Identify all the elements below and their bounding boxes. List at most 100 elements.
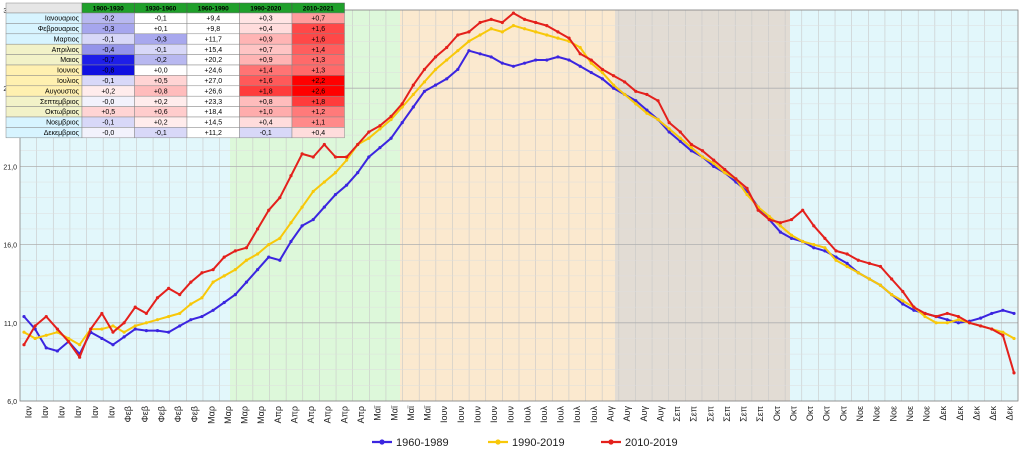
series-point-2-88 (1001, 333, 1005, 337)
series-point-1-44 (511, 24, 516, 28)
series-point-1-33 (389, 117, 393, 122)
series-point-1-79 (901, 299, 905, 303)
series-point-1-58 (667, 127, 671, 131)
series-point-1-75 (856, 271, 860, 275)
x-tick-label: Δεκ (955, 406, 965, 421)
table-month-label: Μαρτιος (54, 36, 80, 43)
table-value: +1,1 (311, 120, 325, 127)
table-value: -0,3 (102, 26, 114, 33)
x-tick-label: Μαρ (240, 406, 250, 424)
x-tick-label: Μαρ (206, 406, 216, 424)
series-point-2-22 (267, 208, 271, 212)
table-value: +0,8 (259, 99, 273, 106)
series-point-0-35 (411, 105, 415, 109)
series-point-1-57 (656, 117, 660, 122)
y-tick-label: 21,0 (3, 164, 17, 171)
table-month-label: Ιανουαριος (45, 16, 80, 23)
table-value: +0,4 (259, 120, 273, 127)
x-tick-label: Ιαν (57, 406, 67, 419)
series-point-2-75 (856, 258, 860, 262)
x-tick-label: Ιουλ (589, 406, 599, 423)
series-point-2-59 (678, 130, 682, 134)
series-point-1-12 (155, 318, 160, 322)
series-point-0-17 (211, 308, 215, 312)
table-value: -0,3 (155, 36, 167, 43)
table-value: +1,8 (311, 99, 325, 106)
table-value: -0,1 (260, 130, 272, 137)
series-point-2-77 (878, 264, 883, 269)
series-point-0-40 (467, 49, 471, 53)
x-tick-label: Αυγ (655, 406, 665, 422)
x-tick-label: Μαϊ (389, 405, 399, 421)
table-value: +0,3 (259, 16, 273, 23)
series-point-2-1 (33, 324, 37, 328)
series-point-1-32 (378, 127, 382, 131)
series-point-2-83 (945, 311, 949, 316)
series-point-1-59 (678, 136, 682, 140)
table-value: -0,1 (102, 78, 114, 85)
series-point-2-67 (767, 217, 771, 222)
table-value: +0,5 (154, 78, 168, 85)
series-point-2-78 (890, 277, 894, 281)
series-point-1-31 (367, 136, 371, 140)
series-point-2-86 (979, 324, 983, 328)
table-header-label: 1990-2020 (250, 5, 281, 12)
table-value: -0,7 (102, 57, 114, 64)
series-point-0-18 (222, 300, 226, 305)
series-point-1-7 (100, 327, 104, 331)
table-value: -0,0 (102, 99, 114, 106)
series-point-0-19 (233, 293, 237, 297)
series-point-2-35 (411, 83, 415, 87)
series-point-2-76 (867, 261, 871, 265)
series-point-2-20 (244, 246, 249, 250)
series-point-0-44 (511, 64, 516, 68)
series-point-1-19 (233, 268, 237, 272)
x-tick-label: Ιαν (90, 406, 100, 419)
series-point-0-55 (634, 99, 638, 103)
x-tick-label: Ιουλ (522, 406, 532, 423)
series-point-0-15 (189, 318, 193, 322)
series-point-1-21 (255, 252, 260, 256)
series-point-1-47 (545, 33, 549, 37)
series-point-1-51 (589, 61, 593, 65)
series-point-1-81 (923, 314, 927, 319)
x-tick-label: Μαρ (223, 406, 233, 424)
series-point-1-56 (645, 111, 649, 115)
series-point-2-48 (556, 30, 560, 34)
series-point-0-42 (489, 55, 493, 59)
series-point-0-71 (812, 246, 816, 250)
series-point-2-11 (144, 311, 148, 316)
month-band-5 (400, 10, 470, 401)
x-tick-label: Απρ (273, 406, 283, 423)
series-point-0-26 (311, 217, 315, 222)
series-point-0-28 (333, 192, 338, 197)
x-tick-label: Οκτ (772, 406, 782, 422)
table-value: +0,7 (311, 16, 325, 23)
table-value: -0,1 (102, 36, 114, 43)
x-tick-label: Ιουν (489, 406, 499, 423)
series-point-1-1 (33, 336, 37, 341)
series-point-1-60 (689, 146, 694, 150)
series-point-2-37 (433, 55, 438, 59)
x-tick-label: Σεπ (705, 406, 715, 422)
table-value: +1,6 (311, 36, 325, 43)
legend-swatch-marker (608, 439, 614, 445)
table-header-label: 1930-1960 (145, 5, 176, 12)
table-month-label: Μαιος (60, 57, 79, 64)
x-tick-label: Σεπ (689, 406, 699, 422)
series-point-0-48 (556, 55, 560, 59)
series-point-1-37 (433, 67, 438, 72)
series-point-2-2 (44, 314, 48, 319)
series-point-2-70 (801, 208, 805, 212)
series-point-0-84 (956, 321, 960, 325)
x-tick-label: Νοε (872, 406, 882, 422)
series-point-2-26 (311, 155, 315, 159)
series-point-1-36 (422, 80, 427, 84)
table-value: +15,4 (204, 47, 222, 54)
table-month-label: Αυγουστος (45, 88, 80, 95)
table-value: +24,6 (204, 68, 222, 75)
series-point-0-80 (912, 308, 916, 312)
series-point-0-39 (456, 67, 460, 72)
series-point-0-38 (445, 77, 449, 81)
series-point-1-14 (178, 311, 182, 316)
